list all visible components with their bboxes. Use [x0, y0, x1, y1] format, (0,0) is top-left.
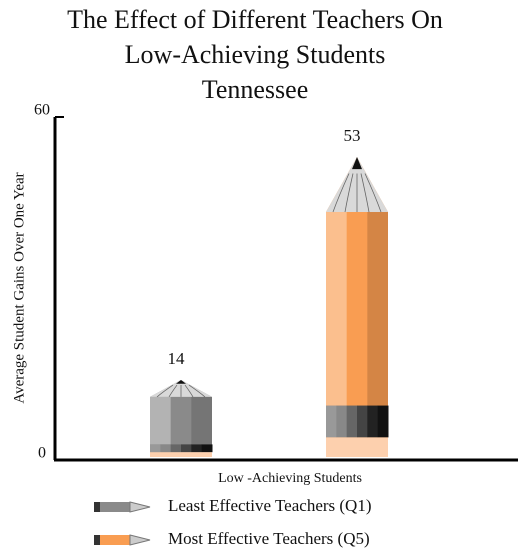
- chart-title: The Effect of Different Teachers On: [67, 5, 443, 34]
- pencil-eraser: [150, 452, 212, 457]
- pencil-bar: [326, 157, 388, 457]
- value-label: 14: [168, 349, 186, 368]
- pencil-facet: [191, 396, 212, 445]
- value-label: 53: [344, 126, 361, 145]
- pencil-lead: [176, 379, 186, 384]
- legend-swatch: [96, 502, 130, 512]
- pencil-ferrule: [346, 405, 358, 438]
- pencil-ferrule: [181, 444, 192, 453]
- pencil-ferrule: [170, 444, 182, 453]
- legend-label: Least Effective Teachers (Q1): [168, 496, 372, 515]
- pencil-facet: [150, 396, 171, 445]
- pencil-grain: [332, 173, 350, 213]
- pencil-lead: [352, 157, 362, 170]
- legend-ferrule: [94, 502, 100, 512]
- legend-ferrule: [94, 535, 100, 545]
- pencil-grain: [344, 173, 354, 213]
- pencil-grain: [156, 384, 174, 398]
- pencil-ferrule: [150, 444, 161, 453]
- pencil-ferrule: [357, 405, 368, 438]
- pencil-ferrule: [191, 444, 203, 453]
- x-axis-label: Low -Achieving Students: [218, 471, 362, 486]
- y-axis-label: Average Student Gains Over One Year: [11, 172, 27, 403]
- y-tick-label: 0: [38, 445, 46, 462]
- legend-label: Most Effective Teachers (Q5): [168, 529, 370, 548]
- legend-swatch: [96, 535, 130, 545]
- pencil-facet: [367, 212, 388, 406]
- pencil-grain: [184, 384, 194, 398]
- pencil-ferrule: [160, 444, 172, 453]
- legend-tip: [129, 501, 151, 513]
- pencil-ferrule: [201, 444, 213, 453]
- pencil-facet: [326, 212, 347, 406]
- pencil-ferrule: [367, 405, 379, 438]
- legend-tip: [129, 534, 151, 546]
- pencil-eraser: [326, 437, 388, 457]
- chart-subtitle: Tennessee: [202, 75, 308, 104]
- pencil-grain: [360, 173, 370, 213]
- pencil-bar: [150, 379, 212, 457]
- pencil-ferrule: [326, 405, 337, 438]
- pencil-grain: [168, 384, 178, 398]
- pencil-ferrule: [377, 405, 389, 438]
- chart-title: Low-Achieving Students: [125, 40, 386, 69]
- pencil-ferrule: [336, 405, 348, 438]
- y-tick-label: 60: [34, 102, 50, 119]
- pencil-grain: [188, 384, 206, 398]
- pencil-grain: [364, 173, 382, 213]
